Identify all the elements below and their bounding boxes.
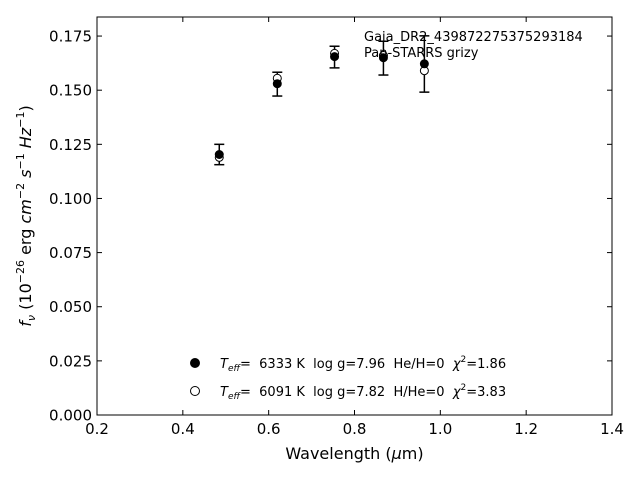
x-tick-labels: 0.2 0.4 0.6 0.8 1.0 1.2 1.4 (85, 420, 624, 438)
y-tick-label: 0.175 (49, 28, 92, 46)
x-tick-label: 1.4 (600, 420, 624, 438)
plot-frame (96, 16, 613, 416)
annotation-object-id: Gaia_DR2_439872275375293184 (364, 30, 583, 45)
model-point-filled (330, 52, 340, 62)
legend-marker-filled (190, 358, 200, 368)
x-tick-label: 0.6 (257, 420, 281, 438)
data-points (214, 48, 429, 162)
x-tick-label: 0.4 (171, 420, 195, 438)
y-tick-label: 0.025 (49, 352, 92, 370)
x-axis-label: Wavelength (μm) (285, 444, 423, 463)
x-tick-label: 1.2 (514, 420, 538, 438)
model-point-filled (214, 150, 224, 160)
model-point-filled (419, 59, 429, 69)
y-tick-labels: 0.000 0.025 0.050 0.075 0.100 0.125 0.150 0.175 (49, 28, 92, 425)
x-tick-label: 1.0 (428, 420, 452, 438)
y-tick-label: 0.150 (49, 82, 92, 100)
y-axis-label: fν (10−26 erg cm−2 s−1 Hz−1) (14, 105, 38, 326)
annotation-survey: Pan-STARRS grizy (364, 46, 479, 61)
model-point-filled (272, 79, 282, 89)
legend: Teff= 6333 K log g=7.96 He/H=0 χ2=1.86 T… (190, 355, 506, 402)
x-tick-label: 0.2 (85, 420, 109, 438)
axis-ticks (96, 17, 613, 416)
legend-marker-open (190, 386, 200, 396)
y-tick-label: 0.000 (49, 407, 92, 425)
y-tick-label: 0.075 (49, 244, 92, 262)
x-tick-label: 0.8 (343, 420, 367, 438)
y-tick-label: 0.100 (49, 190, 92, 208)
legend-label-2: Teff= 6091 K log g=7.82 H/He=0 χ2=3.83 (220, 383, 506, 402)
y-tick-label: 0.050 (49, 298, 92, 316)
y-tick-label: 0.125 (49, 136, 92, 154)
legend-label-1: Teff= 6333 K log g=7.96 He/H=0 χ2=1.86 (220, 355, 506, 374)
model-point-filled (378, 53, 388, 63)
